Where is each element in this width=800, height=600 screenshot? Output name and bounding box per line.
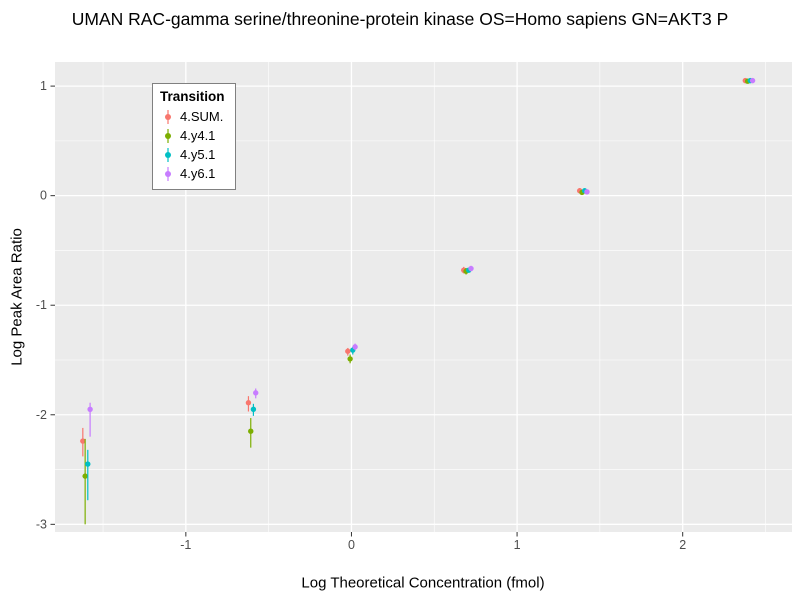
legend-entry: 4.y6.1 bbox=[160, 164, 225, 183]
data-point bbox=[87, 406, 93, 412]
chart-title: UMAN RAC-gamma serine/threonine-protein … bbox=[71, 9, 729, 29]
legend-entry: 4.y4.1 bbox=[160, 126, 225, 145]
legend-key-pointrange-icon bbox=[165, 128, 171, 143]
y-tick-label: 0 bbox=[40, 189, 47, 203]
data-point bbox=[352, 344, 358, 350]
data-point bbox=[245, 400, 252, 406]
x-tick-label: 2 bbox=[679, 538, 686, 552]
data-point bbox=[85, 461, 91, 467]
x-tick-label: 1 bbox=[514, 538, 521, 552]
y-tick-label: -1 bbox=[36, 298, 47, 312]
x-tick-label: 0 bbox=[348, 538, 355, 552]
data-point bbox=[253, 390, 259, 396]
data-point bbox=[749, 77, 756, 84]
x-axis-label: Log Theoretical Concentration (fmol) bbox=[301, 574, 545, 592]
legend-entry-label: 4.y5.1 bbox=[180, 147, 216, 162]
legend-entry: 4.y5.1 bbox=[160, 145, 225, 164]
legend-entry-label: 4.SUM. bbox=[180, 109, 224, 124]
x-tick-label: -1 bbox=[180, 538, 191, 552]
legend-entry-label: 4.y4.1 bbox=[180, 128, 216, 143]
legend-key-pointrange-icon bbox=[165, 147, 171, 162]
data-point bbox=[82, 473, 88, 479]
data-point bbox=[248, 428, 254, 434]
legend-entries: 4.SUM. 4.y4.1 4.y5.1 4.y6.1 bbox=[160, 107, 225, 183]
data-point bbox=[345, 348, 351, 354]
data-point bbox=[80, 438, 86, 444]
y-axis-label: Log Peak Area Ratio bbox=[8, 228, 26, 366]
legend-key-pointrange-icon bbox=[165, 109, 171, 124]
legend-entry: 4.SUM. bbox=[160, 107, 225, 126]
legend: Transition 4.SUM. 4.y4.1 4.y5.1 4.y6.1 bbox=[152, 83, 236, 190]
y-tick-label: 1 bbox=[40, 79, 47, 93]
data-point bbox=[347, 356, 353, 362]
y-tick-label: -3 bbox=[36, 517, 47, 531]
data-point bbox=[250, 406, 257, 412]
data-point bbox=[584, 189, 590, 195]
data-point bbox=[468, 265, 474, 272]
legend-key-pointrange-icon bbox=[165, 166, 171, 181]
y-tick-label: -2 bbox=[36, 408, 47, 422]
legend-entry-label: 4.y6.1 bbox=[180, 166, 216, 181]
legend-title: Transition bbox=[160, 89, 225, 104]
